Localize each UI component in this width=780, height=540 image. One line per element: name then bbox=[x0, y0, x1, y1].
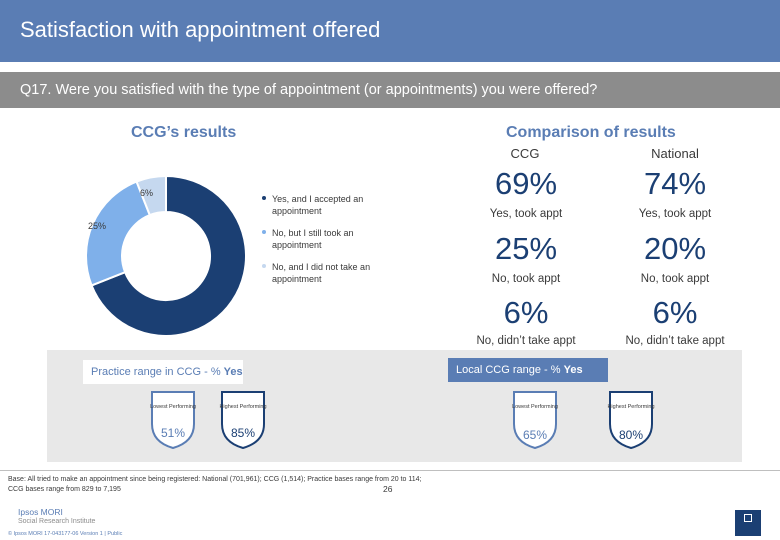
practice-highest-caption: Highest Performing bbox=[219, 404, 267, 410]
national-yes-value: 74% bbox=[643, 166, 707, 201]
practice-lowest-shield-icon bbox=[148, 388, 198, 450]
donut-slice-yes bbox=[90, 174, 247, 337]
practice-lowest-value: 51% bbox=[160, 426, 186, 440]
donut-chart bbox=[82, 172, 250, 340]
logo-line-1: Ipsos MORI bbox=[18, 507, 63, 517]
ccg-yes-label: Yes, took appt bbox=[489, 208, 563, 220]
donut-slice-no-did-not-take bbox=[135, 174, 167, 217]
local-lowest-caption: Lowest Performing bbox=[512, 404, 558, 410]
legend-item-no-took: No, but I still took an appointment bbox=[262, 227, 392, 251]
pie-label-yes: 69% bbox=[186, 271, 205, 281]
ccg-no-took-label: No, took appt bbox=[491, 273, 561, 285]
legend-swatch-yes bbox=[262, 196, 266, 200]
comparison-heading: Comparison of results bbox=[506, 124, 676, 141]
copyright: © Ipsos MORI 17-043177-06 Version 1 | Pu… bbox=[8, 531, 123, 537]
practice-range-heading-bold: Yes bbox=[223, 366, 243, 378]
local-range-heading-prefix: Local CCG range - % bbox=[456, 364, 564, 376]
practice-highest-value: 85% bbox=[230, 426, 256, 440]
national-no-did-not-take-label: No, didn’t take appt bbox=[625, 335, 725, 347]
logo-line-2: Social Research Institute bbox=[18, 518, 96, 525]
practice-highest-shield-icon bbox=[218, 388, 268, 450]
legend-swatch-no-took bbox=[262, 230, 266, 234]
ccg-no-did-not-take-label: No, didn’t take appt bbox=[476, 335, 576, 347]
page-number: 26 bbox=[383, 484, 393, 494]
ipsos-logo-text: Ipsos MORI Social Research Institute bbox=[18, 508, 95, 526]
column-header-national: National bbox=[651, 146, 699, 161]
national-no-did-not-take-value: 6% bbox=[652, 295, 698, 330]
page-title: Satisfaction with appointment offered bbox=[20, 17, 381, 42]
local-highest-shield-icon bbox=[606, 388, 656, 450]
local-lowest-shield-icon bbox=[510, 388, 560, 450]
local-range-heading: Local CCG range - % Yes bbox=[448, 358, 608, 382]
practice-lowest-caption: Lowest Performing bbox=[150, 404, 196, 410]
ccg-yes-value: 69% bbox=[494, 166, 558, 201]
cube-icon bbox=[744, 514, 752, 522]
question-bar: Q17. Were you satisfied with the type of… bbox=[0, 72, 780, 108]
national-yes-label: Yes, took appt bbox=[638, 208, 712, 220]
legend-label-yes: Yes, and I accepted an appointment bbox=[272, 194, 364, 216]
ipsos-corner-logo-icon bbox=[735, 510, 761, 536]
legend-label-no-took: No, but I still took an appointment bbox=[272, 228, 354, 250]
footer-divider bbox=[0, 470, 780, 471]
national-no-took-label: No, took appt bbox=[640, 273, 710, 285]
chart-legend: Yes, and I accepted an appointment No, b… bbox=[262, 193, 392, 295]
local-lowest-value: 65% bbox=[522, 428, 548, 442]
title-bar: Satisfaction with appointment offered bbox=[0, 0, 780, 62]
legend-label-no-did-not-take: No, and I did not take an appointment bbox=[272, 262, 371, 284]
column-header-ccg: CCG bbox=[510, 146, 540, 161]
local-highest-caption: Highest Performing bbox=[607, 404, 655, 410]
legend-item-no-did-not-take: No, and I did not take an appointment bbox=[262, 261, 392, 285]
legend-item-yes: Yes, and I accepted an appointment bbox=[262, 193, 392, 217]
question-text: Q17. Were you satisfied with the type of… bbox=[20, 82, 598, 98]
legend-swatch-no-did-not-take bbox=[262, 264, 266, 268]
base-note: Base: All tried to make an appointment s… bbox=[8, 476, 422, 493]
local-range-heading-bold: Yes bbox=[563, 364, 583, 376]
practice-range-heading: Practice range in CCG - % Yes bbox=[83, 360, 243, 384]
ccg-no-took-value: 25% bbox=[494, 231, 558, 266]
national-no-took-value: 20% bbox=[643, 231, 707, 266]
pie-label-no-took: 25% bbox=[88, 221, 107, 231]
pie-label-no-did-not-take: 6% bbox=[140, 188, 154, 198]
local-highest-value: 80% bbox=[618, 428, 644, 442]
donut-svg bbox=[85, 174, 247, 337]
practice-range-heading-prefix: Practice range in CCG - % bbox=[91, 366, 224, 378]
ccg-no-did-not-take-value: 6% bbox=[503, 295, 549, 330]
ccg-results-heading: CCG’s results bbox=[131, 124, 237, 141]
